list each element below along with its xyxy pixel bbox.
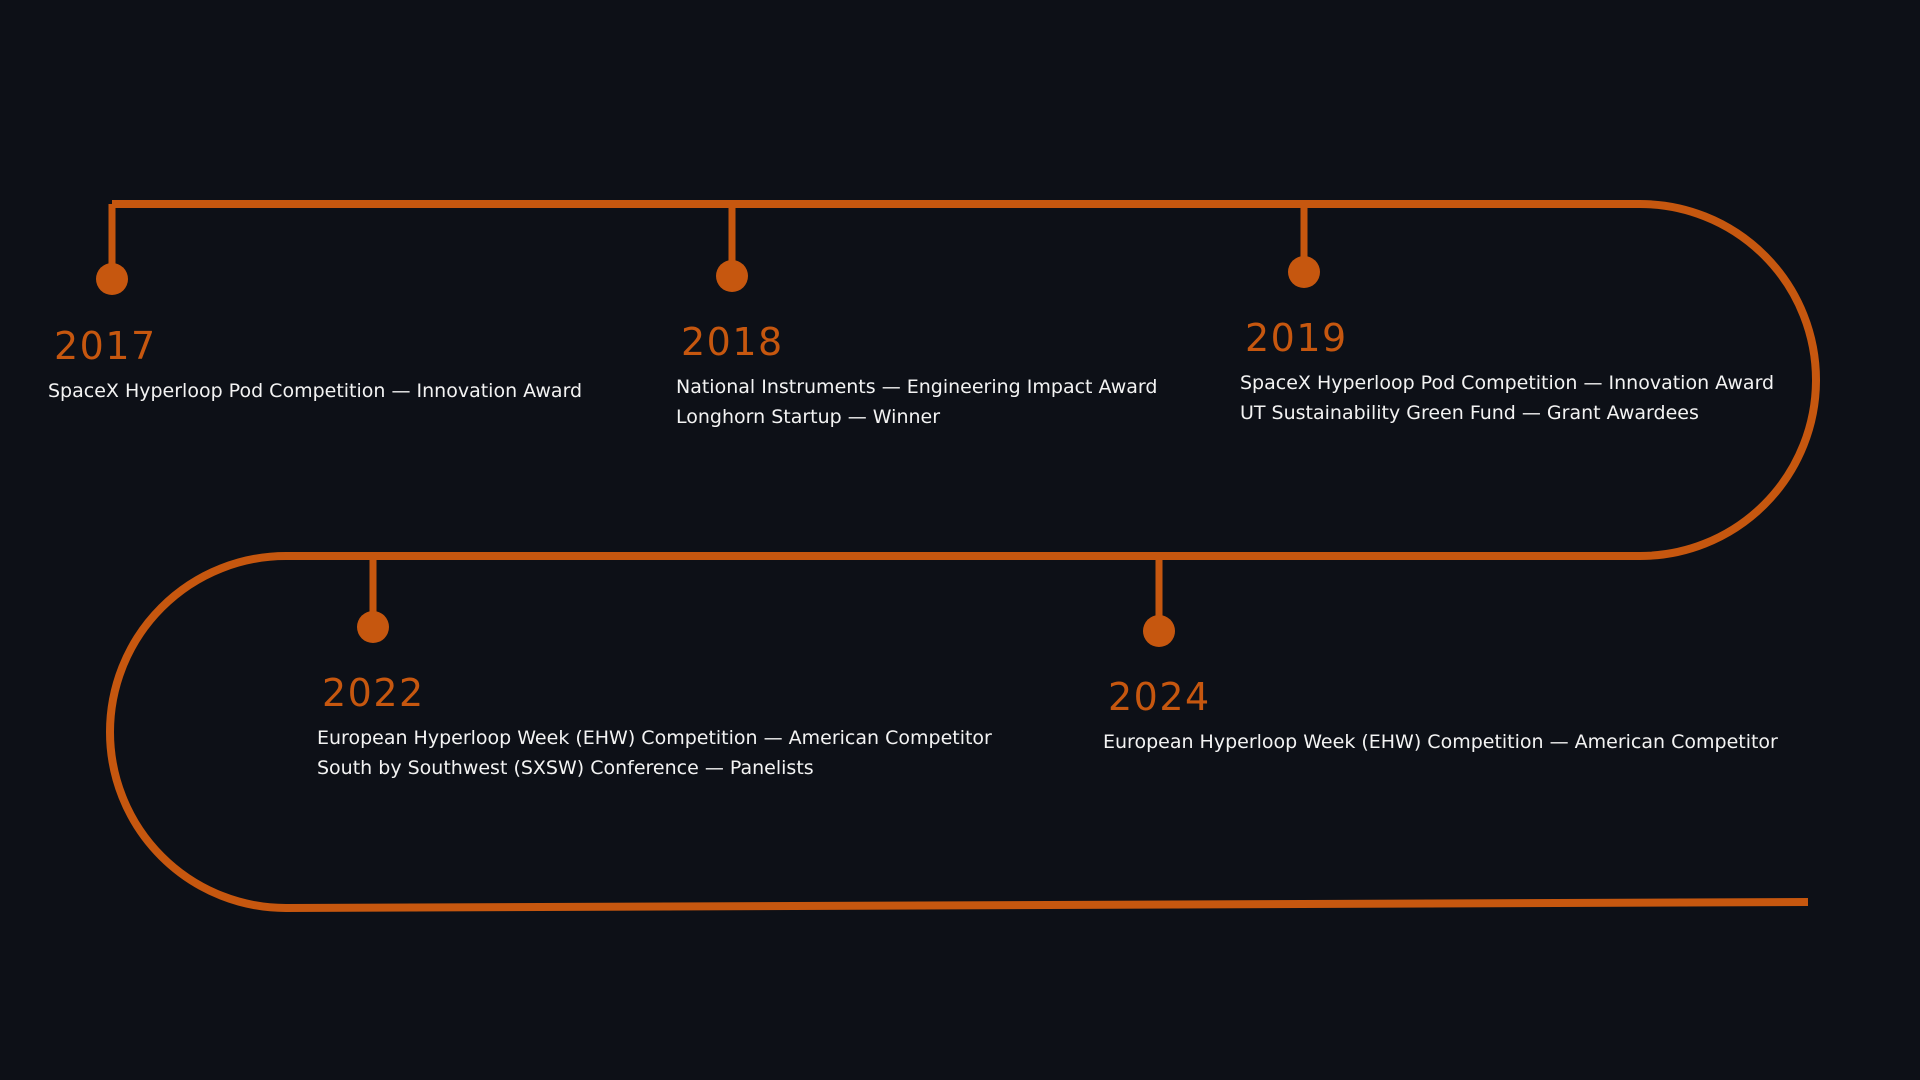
marker-2019 — [1288, 256, 1320, 288]
milestone-entry: National Instruments — Engineering Impac… — [676, 376, 1158, 398]
milestone-entry: Longhorn Startup — Winner — [676, 406, 941, 428]
milestone-year: 2018 — [681, 320, 784, 364]
milestone-entry: European Hyperloop Week (EHW) Competitio… — [317, 727, 992, 749]
milestone-2017: 2017 SpaceX Hyperloop Pod Competition — … — [48, 324, 582, 406]
milestone-entry: SpaceX Hyperloop Pod Competition — Innov… — [48, 380, 583, 402]
marker-2017 — [96, 263, 128, 295]
milestone-entry: South by Southwest (SXSW) Conference — P… — [317, 757, 814, 779]
milestone-year: 2019 — [1245, 316, 1348, 360]
milestone-2024: 2024 European Hyperloop Week (EHW) Compe… — [1103, 675, 1778, 757]
timeline-path — [106, 200, 1820, 912]
marker-2018 — [716, 260, 748, 292]
milestone-entry: European Hyperloop Week (EHW) Competitio… — [1103, 731, 1778, 753]
milestone-entry: SpaceX Hyperloop Pod Competition — Innov… — [1240, 372, 1775, 394]
milestone-year: 2022 — [322, 671, 425, 715]
milestone-entry: UT Sustainability Green Fund — Grant Awa… — [1240, 402, 1699, 424]
milestone-2018: 2018 National Instruments — Engineering … — [676, 320, 1157, 432]
milestone-year: 2017 — [54, 324, 157, 368]
milestone-year: 2024 — [1108, 675, 1211, 719]
marker-2022 — [357, 611, 389, 643]
marker-2024 — [1143, 615, 1175, 647]
milestone-2022: 2022 European Hyperloop Week (EHW) Compe… — [317, 671, 992, 783]
milestone-2019: 2019 SpaceX Hyperloop Pod Competition — … — [1240, 316, 1774, 428]
